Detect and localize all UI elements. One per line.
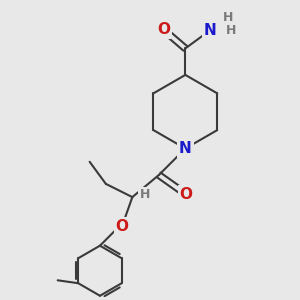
Text: O: O — [157, 22, 170, 37]
Text: N: N — [179, 141, 192, 156]
Text: O: O — [180, 187, 193, 202]
Text: N: N — [204, 23, 217, 38]
Text: H: H — [226, 24, 236, 37]
Text: H: H — [223, 11, 233, 24]
Text: O: O — [116, 219, 128, 234]
Text: H: H — [140, 188, 150, 201]
